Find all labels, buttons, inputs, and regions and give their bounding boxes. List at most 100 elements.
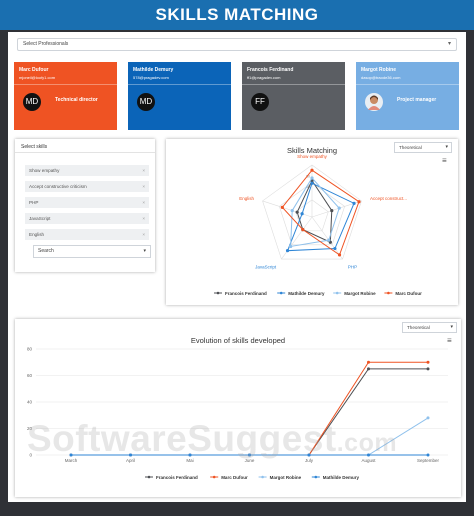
card-name: Mathilde Demury [133,67,174,73]
skill-label: Show empathy [29,168,60,173]
radar-legend-marker [279,291,283,295]
radar-point [280,205,284,209]
line-point [69,453,73,457]
line-point [307,453,311,457]
person-photo-icon [368,95,380,110]
profile-card-mathilde-demury[interactable]: Mathilde Demury 578@pragadev.com MD [128,62,231,130]
chevron-down-icon: ▾ [143,248,146,254]
line-point [129,453,132,457]
line-y-tick-label: 60 [27,373,33,378]
radar-point [285,249,290,253]
skill-chip[interactable]: PHP × [25,197,149,208]
card-divider [128,84,231,85]
line-point [426,453,430,457]
menu-icon[interactable]: ≡ [442,156,447,165]
skill-label: JavaScript [29,216,51,221]
radar-mode-value: Theoretical [399,145,422,150]
card-email: mjoneil@loofy1.com [19,75,56,80]
radar-axis-label: JavaScript [255,264,277,269]
radar-legend-marker [216,291,220,295]
radar-grid-ring [262,164,362,260]
skill-chip[interactable]: JavaScript × [25,213,149,224]
radar-axis-label: Accept construct... [370,196,407,201]
radar-grid-ring [279,182,345,246]
profile-card-marc-dufour[interactable]: Marc Dufour mjoneil@loofy1.com MD Techni… [14,62,117,130]
card-name: Francois Ferdinand [247,67,294,73]
radar-point [337,206,341,210]
radar-axis-label: Show empathy [297,154,328,159]
line-chart-title: Evolution of skills developed [191,336,285,345]
line-mode-dropdown[interactable]: Theoretical ▾ [402,322,457,333]
radar-point [310,181,314,185]
radar-mode-dropdown[interactable]: Theoretical ▾ [394,142,452,153]
radar-legend-label: Francois Ferdinand [225,291,267,296]
line-point [248,453,251,457]
remove-icon[interactable]: × [142,168,145,173]
profile-card-margot-robine[interactable]: Margot Robine dasop@traode36.com Project… [356,62,459,130]
avatar: FF [251,93,269,111]
line-legend-label: Francois Ferdinand [156,475,198,480]
remove-icon[interactable]: × [142,232,145,237]
line-point [426,367,430,371]
line-x-tick-label: September [417,458,440,463]
line-legend-marker [314,475,318,479]
radar-legend-label: Mathilde Demury [288,291,325,296]
radar-series-line [281,169,360,256]
card-role: Technical director [55,97,98,103]
card-role: Project manager [397,97,437,103]
remove-icon[interactable]: × [142,184,145,189]
radar-point [310,176,314,180]
card-divider [14,84,117,85]
chevron-down-icon: ▾ [447,41,451,47]
line-legend-marker [147,475,151,479]
remove-icon[interactable]: × [142,200,145,205]
radar-series-line [290,177,340,248]
watermark-suffix: .com [336,429,398,457]
line-x-tick-label: Mai [186,458,193,463]
radar-point [289,244,293,249]
line-point [426,360,430,364]
professional-select-value: Select Professionals [23,41,69,47]
skill-search-label: Search [38,248,54,254]
skill-label: Accept constructive criticism [29,184,87,189]
radar-point [327,238,331,242]
skills-panel: Select skills Show empathy × Accept cons… [15,139,155,272]
radar-spoke [262,200,313,218]
radar-legend-marker [335,291,339,295]
radar-spoke [311,216,343,260]
line-point [367,453,370,457]
line-legend-marker [261,475,264,479]
radar-point [330,208,334,213]
line-point [367,360,370,364]
radar-chart-panel: Theoretical ▾ ≡ Skills Matching Show empa… [166,139,458,305]
line-legend-label: Mathilde Demury [323,475,360,480]
skill-chip[interactable]: Show empathy × [25,165,149,176]
card-name: Marc Dufour [19,67,49,73]
line-x-tick-label: June [245,458,255,463]
radar-series-line [286,182,355,252]
radar-axis-label: English [239,196,254,201]
watermark-main: SoftwareSuggest [27,418,337,459]
avatar: MD [23,93,41,111]
menu-icon[interactable]: ≡ [447,336,452,345]
radar-point [357,200,361,204]
radar-legend-label: Margot Robine [344,291,376,296]
remove-icon[interactable]: × [142,216,145,221]
avatar: MD [137,93,155,111]
line-chart: Evolution of skills developed 0 20 40 60 80 Ma… [27,336,448,480]
page-header: SKILLS MATCHING [0,0,474,30]
line-y-tick-label: 80 [27,347,33,352]
main-panel: Select Professionals ▾ Marc Dufour mjone… [8,32,466,502]
skill-chip[interactable]: Accept constructive criticism × [25,181,149,192]
skill-chip[interactable]: English × [25,229,149,240]
line-x-tick-label: August [361,458,376,463]
avatar [365,93,383,111]
radar-point [333,246,337,251]
page-title: SKILLS MATCHING [155,5,319,24]
radar-spoke [281,216,313,260]
card-divider [242,84,345,85]
profile-card-francois-ferdinand[interactable]: Francois Ferdinand ff1@pragadev.com FF [242,62,345,130]
skill-search-select[interactable]: Search ▾ [33,245,151,258]
professional-select[interactable]: Select Professionals ▾ [17,38,457,51]
